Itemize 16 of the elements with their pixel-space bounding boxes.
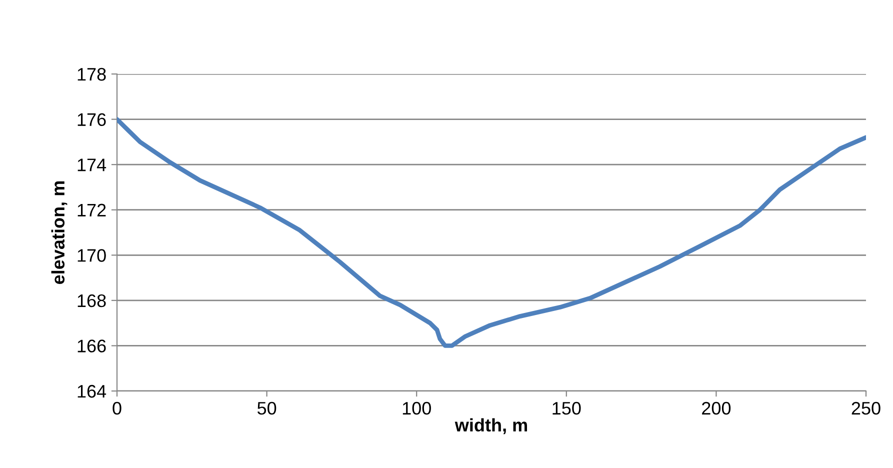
x-tick-label: 250 bbox=[852, 402, 880, 415]
x-tick-label: 100 bbox=[402, 402, 431, 415]
y-tick-label: 164 bbox=[78, 384, 106, 398]
y-tick-label: 166 bbox=[78, 340, 106, 352]
x-axis-title: width, m bbox=[454, 418, 527, 434]
y-axis-title: elevation, m bbox=[51, 181, 68, 284]
y-tick-label: 176 bbox=[78, 113, 106, 126]
x-tick-label: 0 bbox=[112, 402, 122, 415]
y-tick-label: 174 bbox=[78, 158, 106, 172]
x-tick-label: 50 bbox=[257, 402, 276, 415]
x-tick-label: 150 bbox=[552, 402, 581, 415]
y-tick-label: 170 bbox=[78, 249, 106, 262]
y-tick-label: 178 bbox=[78, 68, 106, 81]
y-tick-label: 168 bbox=[78, 294, 106, 308]
y-tick-label: 172 bbox=[78, 204, 106, 216]
x-tick-label: 200 bbox=[702, 402, 731, 415]
